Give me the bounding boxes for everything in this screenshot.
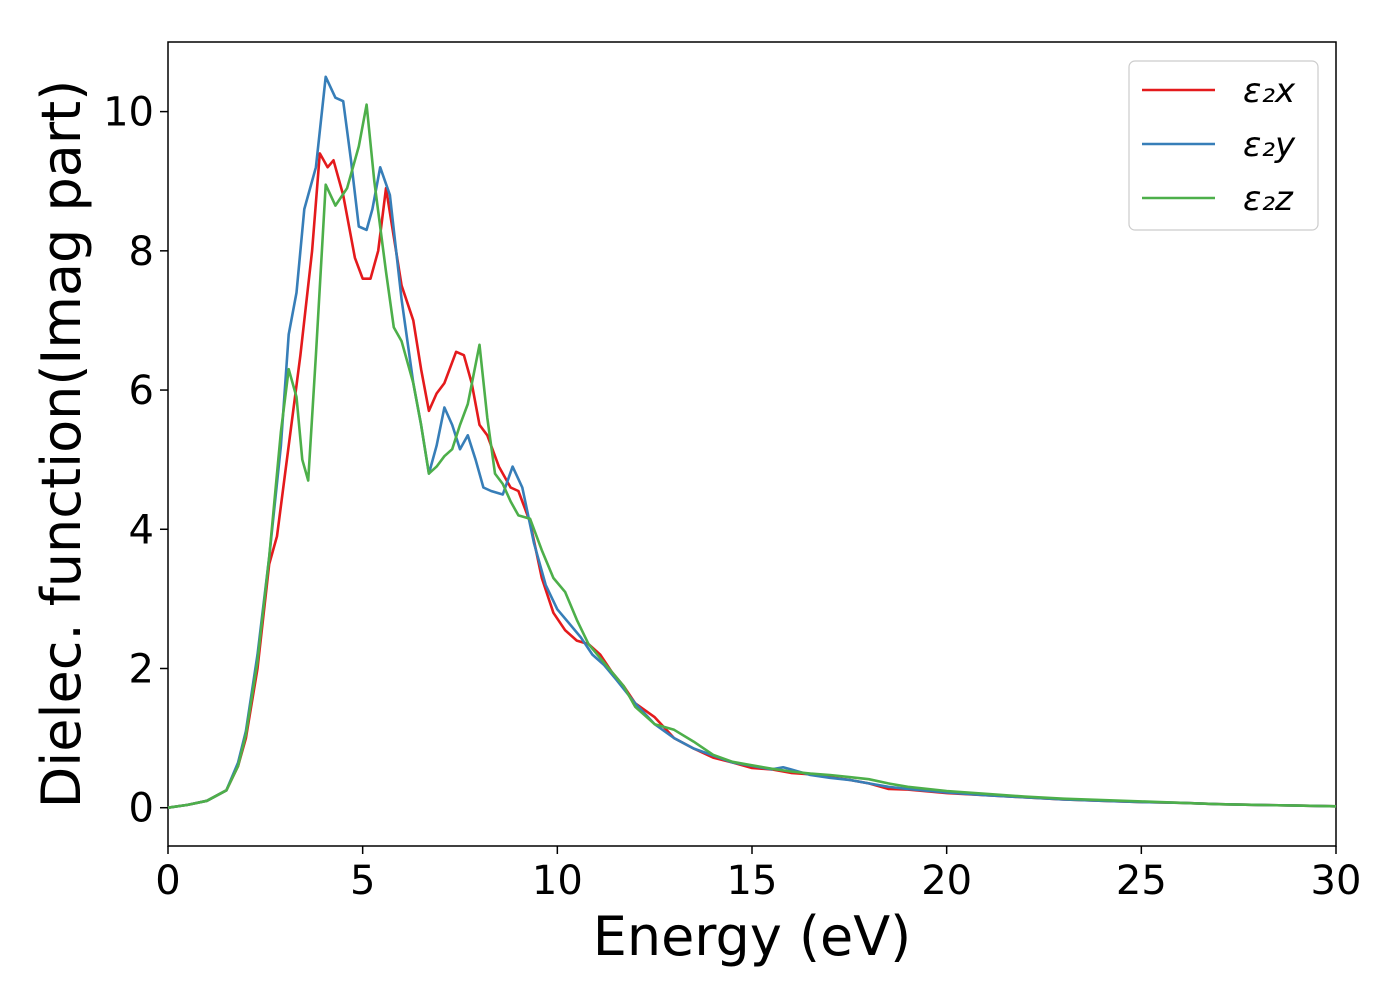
series-line-0 [167, 152, 1337, 809]
y-axis-label: Dielec. function(Imag part) [30, 80, 93, 809]
series-line-2 [167, 103, 1337, 809]
legend-label: ε₂y [1243, 125, 1296, 165]
legend-label: ε₂x [1243, 71, 1296, 111]
legend: ε₂x ε₂y ε₂z [1128, 60, 1319, 231]
x-axis-ticks: 0 5 10 15 20 25 30 [155, 846, 1361, 904]
x-axis-label: Energy (eV) [593, 905, 912, 968]
x-tick-label: 0 [155, 858, 180, 904]
y-tick-label: 4 [129, 507, 154, 553]
y-tick-label: 2 [129, 646, 154, 692]
x-tick-label: 5 [350, 858, 375, 904]
x-tick-label: 20 [921, 858, 972, 904]
legend-items: ε₂x ε₂y ε₂z [1142, 71, 1296, 219]
y-tick-label: 8 [129, 229, 154, 275]
legend-box [1128, 60, 1319, 231]
series-line-1 [167, 75, 1337, 809]
y-axis-ticks: 0 2 4 6 8 10 [103, 90, 168, 832]
y-tick-label: 0 [129, 786, 154, 832]
x-tick-label: 30 [1311, 858, 1362, 904]
y-tick-label: 6 [129, 368, 154, 414]
x-tick-label: 10 [532, 858, 583, 904]
legend-label: ε₂z [1243, 179, 1294, 219]
series-lines [167, 75, 1337, 809]
x-tick-label: 15 [727, 858, 778, 904]
x-tick-label: 25 [1116, 858, 1167, 904]
y-tick-label: 10 [103, 90, 154, 136]
